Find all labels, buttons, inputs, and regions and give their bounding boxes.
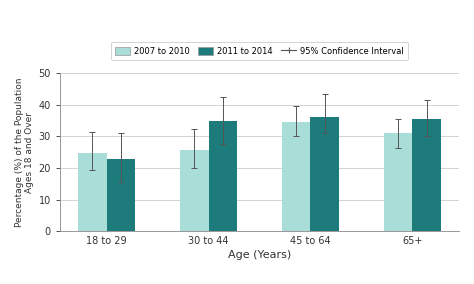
X-axis label: Age (Years): Age (Years) (228, 250, 291, 260)
Bar (180, 150, 209, 231)
Y-axis label: Percentage (%) of the Population
Ages 18 and Over: Percentage (%) of the Population Ages 18… (15, 78, 35, 227)
Legend: 2007 to 2010, 2011 to 2014, 95% Confidence Interval: 2007 to 2010, 2011 to 2014, 95% Confiden… (110, 43, 408, 60)
Bar (282, 122, 310, 231)
Bar (384, 133, 412, 231)
Bar (310, 118, 339, 231)
Bar (209, 121, 237, 231)
Bar (107, 159, 135, 231)
Bar (78, 153, 107, 231)
Bar (412, 119, 441, 231)
